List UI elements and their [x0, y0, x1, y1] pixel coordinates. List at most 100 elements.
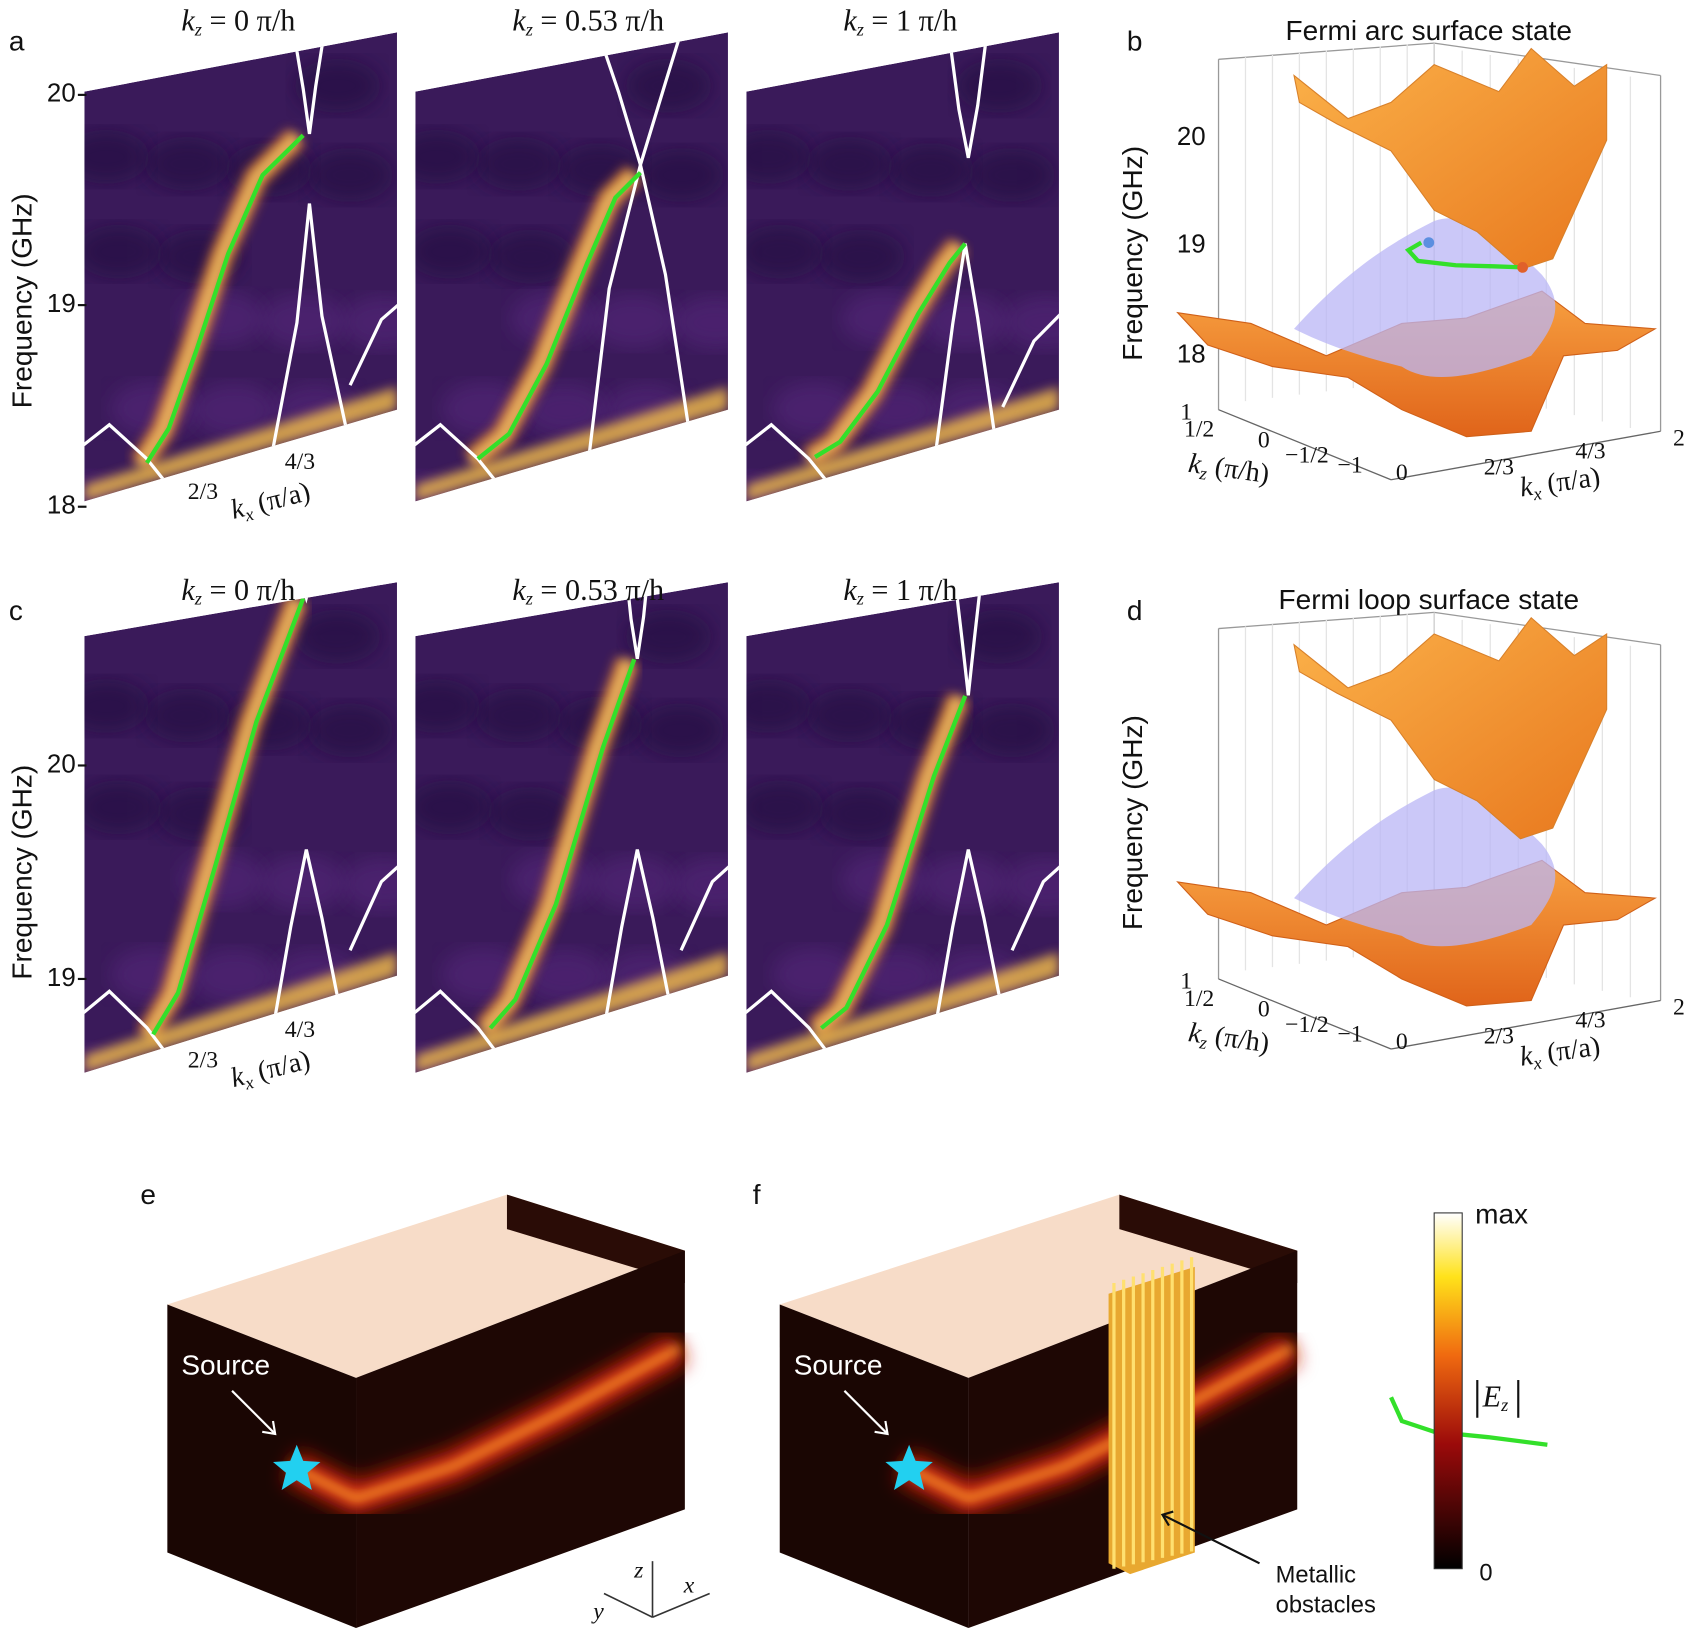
- intensity-streak: [812, 695, 963, 1034]
- noise: [625, 609, 712, 664]
- noise: [84, 679, 150, 734]
- band-curve: [348, 291, 397, 386]
- intensity-streak: [143, 597, 301, 1039]
- label-rest: (π/a): [1538, 462, 1602, 501]
- label-sub: z: [525, 589, 533, 609]
- projected-volume: [1294, 787, 1556, 947]
- kx-tick-label: 2: [1673, 995, 1685, 1021]
- triad-axis: [603, 1592, 653, 1618]
- box-back-wall: [1119, 1194, 1298, 1283]
- noise: [746, 679, 812, 734]
- z-axis-label: Frequency (GHz): [1117, 715, 1148, 930]
- kx-tick-label: 2: [1673, 425, 1685, 451]
- source-arrow: [843, 1390, 889, 1435]
- noise: [771, 947, 859, 1002]
- label-sub: z: [1197, 1032, 1208, 1053]
- band-curve: [944, 32, 992, 159]
- label-rest: = 0.53 π/h: [533, 4, 664, 38]
- source-star: [885, 1444, 933, 1490]
- obstacle-arrow: [1161, 1513, 1260, 1565]
- fermi-surface-state: [1389, 1396, 1548, 1447]
- noise: [415, 224, 493, 279]
- noise: [625, 58, 712, 113]
- bottom-band: [84, 952, 397, 1073]
- label-sub: z: [856, 19, 864, 39]
- heatmap: [746, 32, 1059, 502]
- surface-state-curve: [476, 171, 642, 461]
- z-tick-label: 19: [1177, 231, 1206, 259]
- noise: [956, 609, 1043, 664]
- y-tick-label: 20: [47, 80, 76, 108]
- noise: [260, 855, 347, 910]
- noise: [84, 129, 150, 184]
- kz-tick-label: 0: [1258, 427, 1270, 453]
- intensity-streak: [468, 170, 638, 464]
- kz-tick-label: 1: [1180, 399, 1192, 425]
- label-sub: x: [1531, 1053, 1543, 1074]
- intensity-streak: [480, 659, 632, 1033]
- noise: [191, 949, 278, 1004]
- kz-tick-label: −1: [1337, 452, 1362, 478]
- noise: [306, 703, 394, 758]
- field-box: [779, 1194, 1300, 1628]
- label-sub: x: [1531, 483, 1543, 504]
- box-edge: [1434, 42, 1661, 77]
- panel-label: d: [1127, 595, 1143, 626]
- band-curve: [932, 849, 1005, 1036]
- noise: [144, 136, 231, 191]
- field-glow: [289, 1344, 682, 1503]
- kx-axis-label: kx (π/a): [1518, 462, 1602, 506]
- weyl-point: [1517, 261, 1528, 273]
- noise: [475, 136, 562, 191]
- label-sub: z: [1197, 463, 1208, 484]
- label-rest: (π/h): [1206, 451, 1271, 490]
- noise: [1003, 295, 1059, 350]
- upper-band-surface: [1293, 616, 1608, 840]
- band-curve: [746, 989, 842, 1071]
- surface-state-curve: [819, 695, 968, 1030]
- subplot-title: kz = 0 π/h: [181, 4, 295, 40]
- triad-axis: [652, 1592, 710, 1618]
- kz-tick-label: −1/2: [1285, 1012, 1329, 1038]
- subplot-title: kz = 1 π/h: [843, 573, 957, 609]
- kx-tick-label: 4/3: [1575, 438, 1605, 464]
- obstacle-label: Metallic: [1276, 1563, 1356, 1589]
- kz-tick-label: −1: [1337, 1022, 1362, 1048]
- kz-tick-label: −1/2: [1285, 443, 1329, 469]
- noise: [84, 224, 162, 279]
- noise: [818, 786, 906, 841]
- field-box: [167, 1194, 688, 1628]
- heatmap: [84, 32, 397, 502]
- heatmap: [415, 32, 728, 502]
- kx-tick-label: 0: [1396, 460, 1408, 486]
- band-curve: [623, 582, 652, 660]
- band-curve: [1010, 852, 1059, 951]
- kz-tick-label: 1/2: [1184, 986, 1214, 1012]
- triad-label: y: [591, 1598, 604, 1624]
- noise: [746, 224, 824, 279]
- colorbar: [1433, 1212, 1463, 1570]
- colorbar-min: 0: [1479, 1560, 1492, 1586]
- box-back-wall: [506, 1194, 685, 1283]
- label-rest: (π/a): [248, 1045, 314, 1090]
- box-edge: [1390, 430, 1661, 481]
- noise: [591, 855, 678, 910]
- label-sub: z: [856, 589, 864, 609]
- noise: [415, 129, 481, 184]
- colorbar-label: Ez: [1482, 1379, 1509, 1415]
- surface-state-curve: [145, 133, 305, 465]
- label-var: k: [843, 573, 857, 607]
- heatmap: [746, 582, 1059, 1073]
- noise: [672, 295, 728, 350]
- heatmap: [84, 582, 397, 1073]
- panel-title: Fermi arc surface state: [1286, 15, 1572, 46]
- noise: [260, 294, 347, 349]
- kz-tick-label: 1: [1180, 969, 1192, 995]
- kx-axis-label: kx (π/a): [1518, 1031, 1602, 1075]
- label-rest: (π/a): [1538, 1031, 1602, 1070]
- projected-volume: [1294, 218, 1556, 377]
- kx-tick-label: 2/3: [1484, 1024, 1514, 1050]
- label-sub: z: [525, 19, 533, 39]
- box-edge: [1218, 978, 1392, 1050]
